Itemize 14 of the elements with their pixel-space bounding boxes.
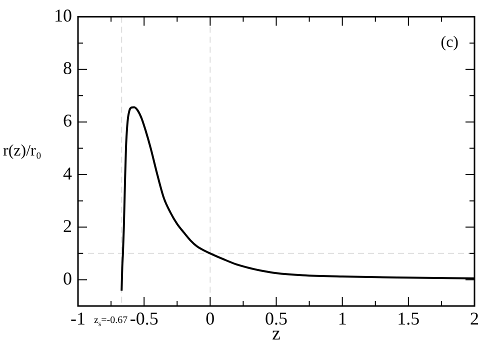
y-tick-label: 8 xyxy=(63,58,72,78)
y-tick-label: 4 xyxy=(63,163,72,184)
y-tick-label: 10 xyxy=(54,6,72,26)
x-tick-label: 1.5 xyxy=(397,308,420,329)
x-tick-label: 1 xyxy=(338,308,347,329)
annotation: (c) xyxy=(440,34,458,52)
x-tick-label: 0 xyxy=(206,308,215,329)
x-tick-label: -0.5 xyxy=(130,308,158,329)
y-tick-label: 6 xyxy=(63,110,72,131)
y-tick-label: 2 xyxy=(63,216,72,236)
x-tick-label: -1 xyxy=(70,308,86,329)
x-tick-label: 2 xyxy=(470,308,479,329)
y-axis-title: r(z)/r₀ xyxy=(3,142,42,160)
y-tick-label: 0 xyxy=(63,268,72,288)
